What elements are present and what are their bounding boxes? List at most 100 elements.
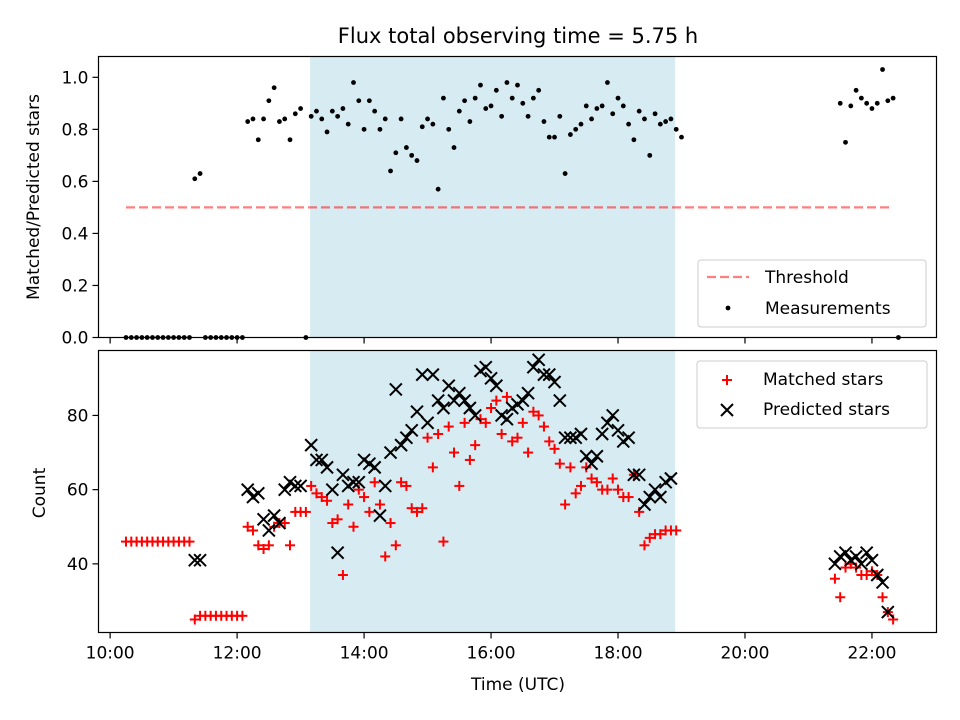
measurement-point	[499, 113, 505, 119]
matched-star-point	[449, 447, 460, 458]
measurement-point	[462, 98, 467, 104]
predicted-star-point	[637, 497, 652, 512]
measurement-point	[631, 137, 637, 143]
measurement-point	[414, 158, 420, 163]
measurement-point	[620, 103, 626, 109]
measurement-point	[530, 95, 536, 101]
legend-matched-label: Matched stars	[763, 370, 883, 390]
measurement-point	[885, 98, 891, 104]
measurement-point	[594, 106, 600, 111]
measurement-point	[853, 87, 859, 93]
matched-star-point	[591, 477, 602, 488]
matched-star-point	[327, 518, 338, 529]
measurement-point	[652, 111, 658, 117]
measurement-point	[615, 95, 621, 101]
predicted-star-point	[531, 353, 546, 367]
measurement-point	[308, 113, 314, 119]
matched-star-point	[454, 480, 465, 491]
measurement-point	[472, 95, 478, 101]
x-axis-label: Time (UTC)	[470, 675, 565, 695]
matched-star-point	[253, 540, 264, 551]
predicted-star-point	[426, 367, 440, 382]
predicted-star-point	[600, 416, 615, 430]
predicted-star-point	[653, 490, 668, 504]
measurement-point	[335, 113, 341, 119]
matched-star-point	[337, 569, 348, 580]
predicted-star-point	[383, 445, 398, 460]
y-tick-label: 0.2	[61, 276, 88, 296]
matched-star-point	[406, 503, 417, 514]
top-plot-frame	[97, 55, 938, 339]
measurement-point	[446, 126, 452, 132]
predicted-star-point	[542, 367, 556, 382]
matched-star-point	[613, 484, 624, 495]
measurement-point	[483, 106, 489, 111]
matched-star-point	[237, 610, 248, 621]
matched-star-point	[285, 540, 296, 551]
predicted-star-point	[442, 379, 456, 393]
predicted-star-point	[537, 367, 551, 382]
predicted-star-point	[320, 460, 334, 475]
matched-star-point	[671, 525, 682, 536]
measurement-point	[388, 168, 393, 174]
matched-star-point	[433, 428, 444, 439]
measurement-point	[647, 152, 653, 158]
matched-star-point	[866, 566, 877, 577]
matched-star-point	[300, 506, 311, 517]
measurement-point	[636, 108, 642, 114]
measurement-point	[398, 116, 404, 122]
predicted-star-point	[436, 401, 451, 415]
matched-star-point	[877, 592, 888, 603]
legend-measurements-label: Measurements	[765, 299, 891, 319]
matched-star-point	[247, 525, 258, 536]
matched-star-point	[528, 406, 539, 417]
predicted-star-point	[574, 427, 588, 441]
measurement-point	[488, 103, 494, 109]
predicted-star-point	[468, 408, 482, 423]
predicted-star-point	[875, 575, 890, 590]
measurement-point	[478, 82, 483, 88]
measurement-point	[245, 119, 251, 124]
predicted-star-point	[399, 430, 414, 445]
bottom-legend: Matched stars Predicted stars	[696, 360, 928, 429]
predicted-star-point	[854, 557, 869, 571]
measurement-point	[583, 103, 589, 109]
matched-star-point	[279, 518, 290, 529]
matched-star-point	[517, 417, 528, 428]
measurement-point	[837, 100, 843, 106]
predicted-star-point	[447, 393, 461, 408]
matched-star-point	[390, 540, 401, 551]
measurement-point	[673, 126, 679, 132]
matched-star-point	[427, 462, 438, 473]
predicted-star-point	[547, 375, 562, 389]
measurement-point	[366, 98, 372, 104]
matched-star-point	[581, 462, 592, 473]
bottom-plot-frame	[97, 349, 938, 634]
matched-star-point	[396, 477, 407, 488]
predicted-star-point	[828, 557, 842, 571]
matched-star-point	[263, 540, 274, 551]
predicted-star-point	[584, 456, 599, 471]
measurement-point	[292, 111, 298, 117]
matched-star-point	[369, 477, 380, 488]
measurement-point	[287, 137, 293, 143]
y-tick-label: 0.6	[61, 172, 88, 192]
measurement-point	[525, 113, 531, 119]
measurement-point	[345, 121, 351, 127]
matched-star-point	[306, 480, 317, 491]
legend-measurements-swatch	[725, 305, 731, 311]
matched-star-point	[417, 503, 428, 514]
y-tick-label: 60	[67, 481, 89, 501]
predicted-star-point	[378, 479, 392, 493]
top-y-axis-label: Matched/Predicted stars	[24, 94, 44, 300]
predicted-star-point	[415, 367, 429, 382]
measurement-point	[282, 116, 288, 122]
measurement-point	[874, 100, 880, 106]
legend-predicted-swatch	[720, 403, 734, 417]
matched-star-point	[380, 551, 391, 562]
predicted-star-point	[579, 449, 593, 463]
predicted-star-point	[251, 486, 265, 501]
y-tick-label: 0.0	[61, 329, 88, 349]
measurement-point	[255, 137, 261, 143]
